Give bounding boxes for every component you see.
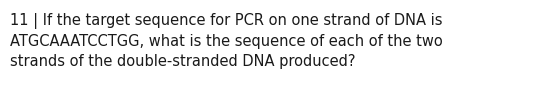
Text: 11 | If the target sequence for PCR on one strand of DNA is
ATGCAAATCCTGG, what : 11 | If the target sequence for PCR on o… (10, 13, 443, 69)
